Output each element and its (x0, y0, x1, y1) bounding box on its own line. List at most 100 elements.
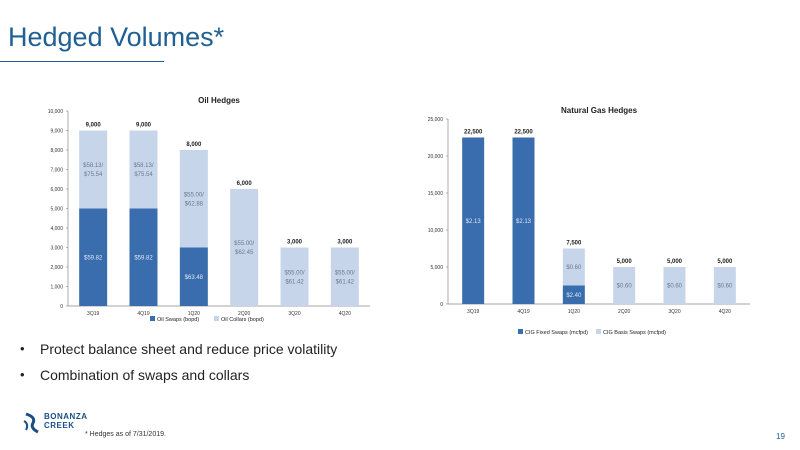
bar-value-label: $0.60 (617, 284, 633, 290)
bar-total-label: 8,000 (186, 142, 202, 148)
y-tick-label: 0 (60, 304, 63, 310)
y-tick-label: 10,000 (48, 109, 64, 115)
x-tick-label: 1Q20 (188, 311, 200, 317)
bar-value-label: $0.60 (717, 284, 733, 290)
bullet-text: Protect balance sheet and reduce price v… (40, 341, 338, 357)
y-tick-label: 25,000 (428, 117, 444, 123)
x-tick-label: 1Q20 (568, 309, 580, 315)
x-tick-label: 3Q19 (87, 311, 99, 317)
x-tick-label: 3Q20 (668, 309, 680, 315)
legend-swatch (596, 329, 601, 334)
bar-segment (330, 247, 359, 306)
chart-title: Natural Gas Hedges (561, 106, 638, 115)
bar-value-label: $61.42 (336, 279, 355, 285)
bar-value-label: $75.54 (84, 172, 103, 178)
bar-segment (179, 150, 208, 248)
bar-segment (280, 247, 309, 306)
bonanza-creek-logo-icon (23, 412, 39, 434)
bar-total-label: 3,000 (337, 240, 353, 246)
bar-segment (713, 267, 736, 304)
bar-segment (512, 137, 535, 304)
bar-value-label: $59.82 (134, 255, 153, 261)
bar-value-label: $2.13 (516, 219, 532, 225)
bar-total-label: 22,500 (514, 130, 533, 136)
x-tick-label: 2Q20 (618, 309, 630, 315)
bar-segment (562, 285, 585, 304)
bar-value-label: $2.40 (566, 293, 582, 299)
x-tick-label: 4Q20 (719, 309, 731, 315)
bar-segment (663, 267, 686, 304)
bar-value-label: $55.00/ (335, 270, 355, 276)
bar-value-label: $58.13/ (133, 163, 153, 169)
legend-swatch (518, 329, 523, 334)
y-tick-label: 15,000 (428, 191, 444, 197)
legend-label: CIG Basis Swaps (mcfpd) (603, 330, 666, 336)
bar-value-label: $59.82 (84, 255, 103, 261)
bar-total-label: 9,000 (136, 123, 152, 129)
title-underline (0, 61, 164, 62)
bar-total-label: 7,500 (566, 241, 582, 247)
bar-total-label: 22,500 (464, 130, 483, 136)
page-number: 19 (776, 432, 785, 441)
y-tick-label: 1,000 (50, 285, 63, 291)
y-tick-label: 4,000 (50, 226, 63, 232)
bar-segment (613, 267, 636, 304)
legend-label: Oil Collars (bopd) (221, 317, 264, 323)
bar-total-label: 5,000 (617, 259, 633, 265)
footnote: * Hedges as of 7/31/2019. (85, 431, 166, 438)
bar-value-label: $2.13 (466, 219, 482, 225)
legend-swatch (214, 316, 219, 321)
bullet-item: • Protect balance sheet and reduce price … (20, 341, 337, 367)
bar-segment (129, 208, 158, 306)
bar-segment (562, 248, 585, 286)
bullet-dot: • (20, 341, 25, 356)
logo-line: CREEK (44, 421, 75, 430)
bar-value-label: $62.88 (185, 201, 204, 207)
bar-value-label: $62.45 (235, 250, 254, 256)
y-tick-label: 20,000 (428, 154, 444, 160)
bar-segment (462, 137, 485, 304)
x-tick-label: 4Q19 (137, 311, 149, 317)
bar-value-label: $55.00/ (284, 270, 304, 276)
x-tick-label: 3Q19 (467, 309, 479, 315)
bar-value-label: $75.54 (134, 172, 153, 178)
legend-label: Oil Swaps (bopd) (157, 317, 199, 323)
bar-value-label: $55.00/ (184, 192, 204, 198)
y-tick-label: 5,000 (430, 265, 443, 271)
bullet-item: • Combination of swaps and collars (20, 367, 337, 393)
bullet-text: Combination of swaps and collars (40, 367, 250, 383)
y-tick-label: 0 (440, 302, 443, 308)
bar-total-label: 9,000 (86, 123, 102, 129)
chart-title: Oil Hedges (198, 96, 240, 105)
x-tick-label: 4Q19 (517, 309, 529, 315)
bar-value-label: $0.60 (667, 284, 683, 290)
x-tick-label: 2Q20 (238, 311, 250, 317)
y-tick-label: 2,000 (50, 265, 63, 271)
bar-value-label: $61.42 (285, 279, 304, 285)
bar-total-label: 6,000 (237, 181, 253, 187)
page-title: Hedged Volumes* (8, 22, 225, 52)
x-tick-label: 3Q20 (288, 311, 300, 317)
bar-value-label: $55.00/ (234, 241, 254, 247)
bar-segment (129, 130, 158, 209)
y-tick-label: 7,000 (50, 168, 63, 174)
bar-total-label: 3,000 (287, 240, 303, 246)
bar-value-label: $63.48 (185, 275, 204, 281)
y-tick-label: 5,000 (50, 207, 63, 213)
bar-segment (179, 247, 208, 306)
y-tick-label: 3,000 (50, 246, 63, 252)
legend-swatch (150, 316, 155, 321)
bullet-list: • Protect balance sheet and reduce price … (20, 341, 337, 393)
y-tick-label: 8,000 (50, 148, 63, 154)
bar-segment (230, 189, 259, 306)
x-tick-label: 4Q20 (339, 311, 351, 317)
y-tick-label: 9,000 (50, 129, 63, 135)
logo-wordmark: BONANZA CREEK (44, 412, 88, 430)
y-tick-label: 10,000 (428, 228, 444, 234)
bar-segment (79, 208, 108, 306)
bullet-dot: • (20, 367, 25, 382)
logo-line: BONANZA (44, 412, 88, 421)
bar-total-label: 5,000 (717, 259, 733, 265)
bar-value-label: $0.60 (566, 265, 582, 271)
